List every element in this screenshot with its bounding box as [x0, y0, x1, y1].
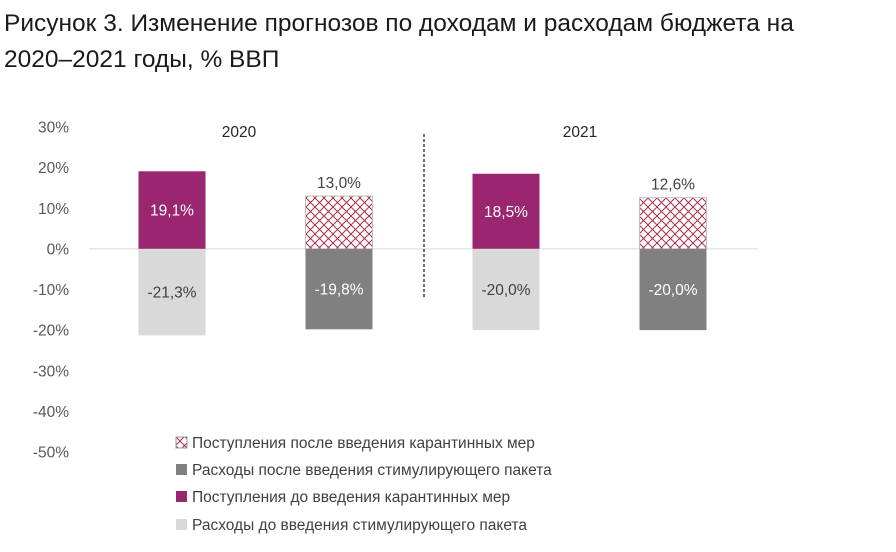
revenue-before-bar: [472, 173, 540, 249]
expense-after-bar: [639, 248, 707, 331]
y-tick-label: -20%: [33, 323, 69, 340]
group-label: 2020: [222, 124, 257, 141]
bar-labels: 19,1% -21,3% 13,0% -19,8% 18,5% -20,0% 12,6% -2…: [147, 175, 697, 302]
figure-title-line-2: 2020–2021 годы, % ВВП: [4, 46, 280, 73]
revenue-after-value-label: 12,6%: [651, 177, 695, 194]
expense-after-bar: [305, 248, 373, 330]
y-tick-label: -30%: [33, 363, 69, 380]
revenue-before-bar: [138, 171, 206, 249]
bars: [138, 171, 707, 336]
legend: Поступления после введения карантинных м…: [175, 435, 552, 534]
expense-before-value-label: -20,0%: [481, 282, 530, 299]
group-label: 2021: [563, 124, 597, 141]
y-tick-label: -40%: [33, 404, 69, 421]
revenue-after-bar: [639, 197, 707, 250]
legend-swatch: [176, 519, 187, 530]
legend-label: Поступления после введения карантинных м…: [192, 435, 535, 452]
y-tick-label: -50%: [33, 445, 69, 462]
group-labels: 2020 2021: [222, 124, 597, 141]
expense-after-value-label: -20,0%: [648, 282, 697, 299]
figure-title-line-1: Рисунок 3. Изменение прогнозов по дохода…: [4, 10, 794, 37]
y-tick-label: 20%: [38, 160, 69, 177]
revenue-before-value-label: 18,5%: [484, 204, 528, 221]
y-tick-label: 10%: [38, 201, 69, 218]
expense-before-bar: [138, 248, 206, 336]
y-tick-label: -10%: [33, 282, 69, 299]
expense-after-value-label: -19,8%: [314, 282, 363, 299]
legend-label: Расходы после введения стимулирующего па…: [192, 462, 552, 479]
revenue-after-bar: [305, 195, 373, 250]
y-tick-label: 0%: [47, 241, 70, 258]
expense-before-bar: [472, 248, 540, 331]
revenue-after-value-label: 13,0%: [317, 175, 361, 192]
legend-swatch: [175, 436, 188, 449]
revenue-before-value-label: 19,1%: [150, 203, 194, 220]
legend-swatch: [176, 491, 187, 502]
legend-label: Поступления до введения карантинных мер: [192, 489, 510, 506]
legend-swatch: [176, 464, 187, 475]
figure-title: Рисунок 3. Изменение прогнозов по дохода…: [4, 6, 892, 78]
expense-before-value-label: -21,3%: [147, 285, 196, 302]
legend-label: Расходы до введения стимулирующего пакет…: [192, 517, 527, 534]
y-tick-label: 30%: [38, 120, 69, 137]
y-axis: 30% 20% 10% 0% -10% -20% -30% -40% -50%: [33, 120, 69, 462]
